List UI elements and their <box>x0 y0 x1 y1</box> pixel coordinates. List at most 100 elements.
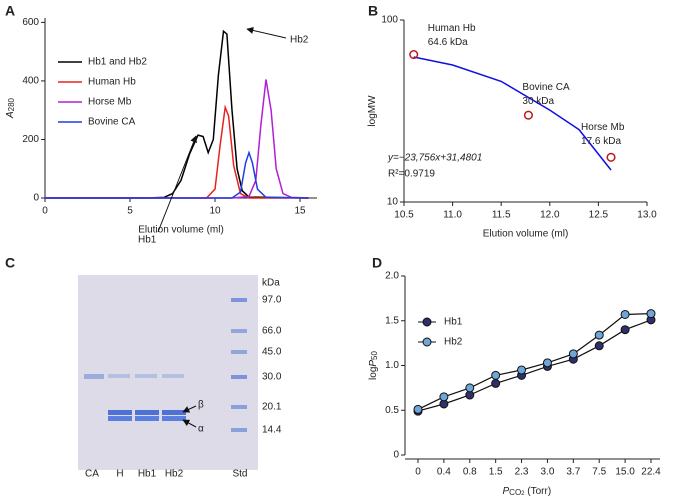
x-axis-label-part: P <box>503 486 510 497</box>
value-label: 64.6 kDa <box>428 37 468 48</box>
legend-label: Horse Mb <box>88 97 132 108</box>
y-tick-label: 100 <box>381 15 398 26</box>
y-axis-label: logMW <box>367 95 378 127</box>
x-tick-label: 11.5 <box>492 210 511 221</box>
y-axis-label: A280 <box>5 97 16 119</box>
x-tick-label: 1.5 <box>489 467 503 478</box>
y-tick-label: 1.5 <box>385 315 399 326</box>
x-tick-label: 2.3 <box>515 467 529 478</box>
point <box>491 378 501 388</box>
series-line <box>45 29 309 199</box>
gel-unit: kDa <box>262 278 280 289</box>
fit-line <box>413 56 612 171</box>
point <box>491 370 501 380</box>
annotation-arrow <box>246 27 287 39</box>
series-line <box>45 104 309 199</box>
point-label: Horse Mb <box>581 122 625 133</box>
y-tick-label: 0 <box>33 193 39 204</box>
x-tick-label: 10.5 <box>394 210 414 221</box>
point-label: Bovine CA <box>522 82 570 93</box>
annotation: Hb2 <box>290 35 309 46</box>
point <box>409 49 419 60</box>
y-axis-label-part: A <box>5 111 16 119</box>
x-axis-label: Elution volume (ml) <box>483 229 569 240</box>
y-tick-label: 200 <box>22 134 39 145</box>
x-tick-label: 3.7 <box>566 467 580 478</box>
legend-label: Human Hb <box>88 77 136 88</box>
legend-label: Hb1 and Hb2 <box>88 57 147 68</box>
marker-label: 20.1 <box>262 402 282 413</box>
y-axis-label-sub: 280 <box>7 97 16 111</box>
panel-label: C <box>5 255 15 271</box>
point <box>568 349 578 359</box>
r-squared: R²=0.9719 <box>388 169 435 180</box>
lane-label: Hb2 <box>165 469 184 480</box>
x-tick-label: 0.8 <box>463 467 477 478</box>
x-tick-label: 15 <box>294 206 306 217</box>
x-tick-label: 10 <box>209 206 221 217</box>
y-tick-label: 1.0 <box>385 360 399 371</box>
y-tick-label: 10 <box>387 197 399 208</box>
marker-label: 45.0 <box>262 347 282 358</box>
value-label: 30 kDa <box>522 96 554 107</box>
x-tick-label: 22.4 <box>641 467 661 478</box>
point <box>542 358 552 368</box>
point <box>620 309 630 319</box>
point <box>465 383 475 393</box>
x-tick-label: 0 <box>42 206 48 217</box>
x-tick-label: 3.0 <box>540 467 554 478</box>
x-tick-label: 15.0 <box>615 467 635 478</box>
marker-label: 97.0 <box>262 295 282 306</box>
point <box>606 152 616 162</box>
panel-label: D <box>372 255 382 271</box>
series-line <box>45 150 309 199</box>
legend-label: Hb2 <box>444 337 463 348</box>
x-tick-label: 11.0 <box>443 210 462 221</box>
series-line <box>417 319 652 412</box>
point <box>517 365 527 375</box>
marker-label: 14.4 <box>262 425 282 436</box>
x-axis-label: Elution volume (ml) <box>138 225 224 236</box>
y-axis-label-part: log <box>368 367 379 380</box>
panel-label: A <box>5 3 15 19</box>
y-axis-label: logP50 <box>368 350 379 379</box>
x-tick-label: 0 <box>415 467 421 478</box>
legend-marker <box>422 317 432 327</box>
gel-image <box>78 275 258 470</box>
value-label: 17.6 kDa <box>581 136 621 147</box>
marker-label: 30.0 <box>262 372 282 383</box>
y-tick-label: 400 <box>22 76 39 87</box>
x-tick-label: 12.0 <box>540 210 560 221</box>
x-axis-label: PCO2 (Torr) <box>503 486 552 498</box>
point <box>413 404 423 414</box>
x-tick-label: 0.4 <box>437 467 451 478</box>
y-axis-label-part: P <box>368 360 379 367</box>
annotation: Hb1 <box>138 235 157 246</box>
y-tick-label: 0.5 <box>385 405 399 416</box>
panel-label: B <box>368 3 378 19</box>
point <box>523 110 533 120</box>
marker-label: 66.0 <box>262 326 282 337</box>
lane-label: Hb1 <box>138 469 157 480</box>
y-tick-label: 0 <box>393 450 399 461</box>
series-line <box>45 79 309 199</box>
annotation-arrow <box>157 135 197 233</box>
point <box>646 309 656 319</box>
y-axis-label-part: 50 <box>370 350 379 359</box>
band-label: β <box>198 400 204 411</box>
legend-label: Hb1 <box>444 317 463 328</box>
point <box>594 341 604 351</box>
x-tick-label: 13.0 <box>637 210 657 221</box>
x-axis-label-part: CO <box>509 488 521 497</box>
legend-label: Bovine CA <box>88 117 136 128</box>
lane-label: Std <box>232 469 247 480</box>
x-tick-label: 12.5 <box>589 210 609 221</box>
lane-label: CA <box>85 469 99 480</box>
lane-label: H <box>116 469 123 480</box>
x-tick-label: 5 <box>127 206 133 217</box>
y-axis-label-part: logMW <box>367 95 378 127</box>
x-axis-label-part: 2 <box>521 491 525 497</box>
band-label: α <box>198 424 204 435</box>
x-axis-label-part: (Torr) <box>525 486 552 497</box>
